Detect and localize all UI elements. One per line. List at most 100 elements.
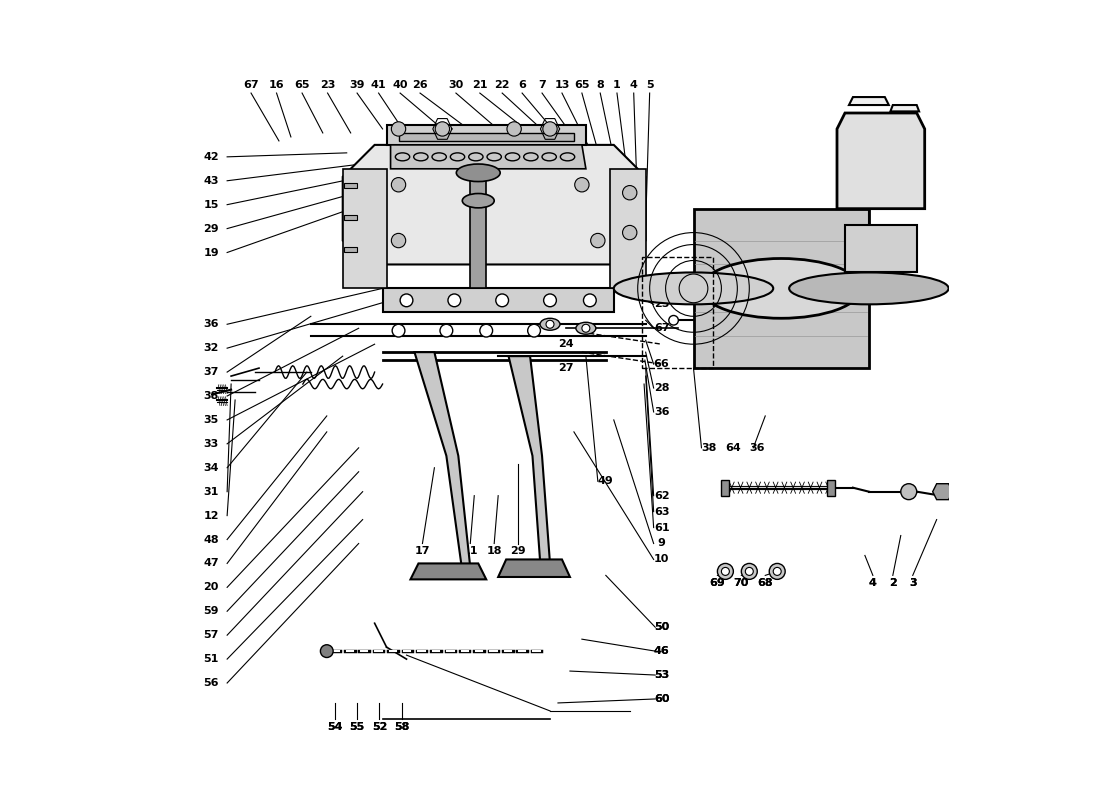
Polygon shape [837,113,925,209]
Text: 5: 5 [646,80,653,90]
Text: 33: 33 [204,439,219,449]
Text: 9: 9 [658,538,666,549]
Polygon shape [344,247,358,252]
Text: 43: 43 [204,176,219,186]
Text: 68: 68 [758,578,773,588]
Ellipse shape [702,258,861,318]
Text: 35: 35 [204,415,219,425]
Text: 55: 55 [350,722,365,732]
Circle shape [741,563,757,579]
Text: 61: 61 [653,522,670,533]
Text: 44: 44 [896,164,913,174]
Text: 46: 46 [653,646,670,656]
Circle shape [392,324,405,337]
Polygon shape [343,169,386,288]
Ellipse shape [614,273,773,304]
Text: 65: 65 [574,80,590,90]
Text: 29: 29 [510,546,526,557]
Circle shape [574,178,590,192]
Polygon shape [344,183,358,188]
Polygon shape [508,356,550,566]
Text: 59: 59 [204,606,219,616]
Text: 24: 24 [558,339,574,349]
Text: 10: 10 [653,554,669,565]
Polygon shape [933,484,953,500]
Text: 57: 57 [204,630,219,640]
Text: 37: 37 [204,367,219,377]
Circle shape [546,320,554,328]
Text: 19: 19 [204,247,219,258]
Polygon shape [827,480,835,496]
Text: 69: 69 [710,578,725,588]
Polygon shape [849,97,889,105]
Text: 6: 6 [518,80,526,90]
Text: 38: 38 [702,443,717,453]
Text: 25: 25 [653,299,669,310]
Circle shape [392,178,406,192]
Polygon shape [415,352,471,571]
Text: 36: 36 [653,407,670,417]
Text: 1: 1 [613,80,620,90]
Text: 38: 38 [204,391,219,401]
Circle shape [717,563,734,579]
Text: 28: 28 [653,383,670,393]
Text: 4: 4 [869,578,877,588]
Circle shape [543,294,557,306]
Polygon shape [693,209,869,368]
Text: 31: 31 [204,486,219,497]
Circle shape [392,122,406,136]
Text: 41: 41 [371,80,386,90]
Text: 4: 4 [869,578,877,588]
Text: 17: 17 [415,546,430,557]
Text: 60: 60 [653,694,670,704]
Text: 26: 26 [412,80,428,90]
Circle shape [528,324,540,337]
Circle shape [496,294,508,306]
Polygon shape [390,145,586,169]
Polygon shape [410,563,486,579]
Text: 20: 20 [204,582,219,592]
Polygon shape [344,215,358,220]
Text: 23: 23 [320,80,336,90]
Text: 51: 51 [204,654,219,664]
Text: 52: 52 [372,722,387,732]
Text: 50: 50 [654,622,669,632]
Text: 12: 12 [204,510,219,521]
Text: 48: 48 [204,534,219,545]
Text: 18: 18 [486,546,502,557]
Text: 15: 15 [204,200,219,210]
Bar [641,257,714,368]
Text: 4: 4 [630,80,638,90]
Circle shape [582,324,590,332]
Text: 54: 54 [327,722,342,732]
Circle shape [722,567,729,575]
Text: 70: 70 [734,578,749,588]
Text: 8: 8 [596,80,604,90]
Polygon shape [471,169,486,288]
Text: 40: 40 [393,80,408,90]
Circle shape [746,567,754,575]
Ellipse shape [462,194,494,208]
Text: 49: 49 [598,476,614,486]
Circle shape [320,645,333,658]
Text: 36: 36 [204,319,219,330]
Circle shape [507,122,521,136]
Polygon shape [609,169,646,288]
Circle shape [901,484,916,500]
Polygon shape [383,288,614,312]
Circle shape [440,324,453,337]
Text: 53: 53 [654,670,669,680]
Text: 30: 30 [449,80,463,90]
Polygon shape [498,559,570,577]
Polygon shape [386,125,586,145]
Circle shape [769,563,785,579]
Text: 66: 66 [653,359,670,369]
Ellipse shape [456,164,501,182]
Text: 54: 54 [327,722,342,732]
Text: 67: 67 [653,323,670,334]
Text: 14: 14 [653,275,670,286]
Circle shape [773,567,781,575]
Circle shape [480,324,493,337]
Circle shape [400,294,412,306]
Circle shape [392,234,406,248]
